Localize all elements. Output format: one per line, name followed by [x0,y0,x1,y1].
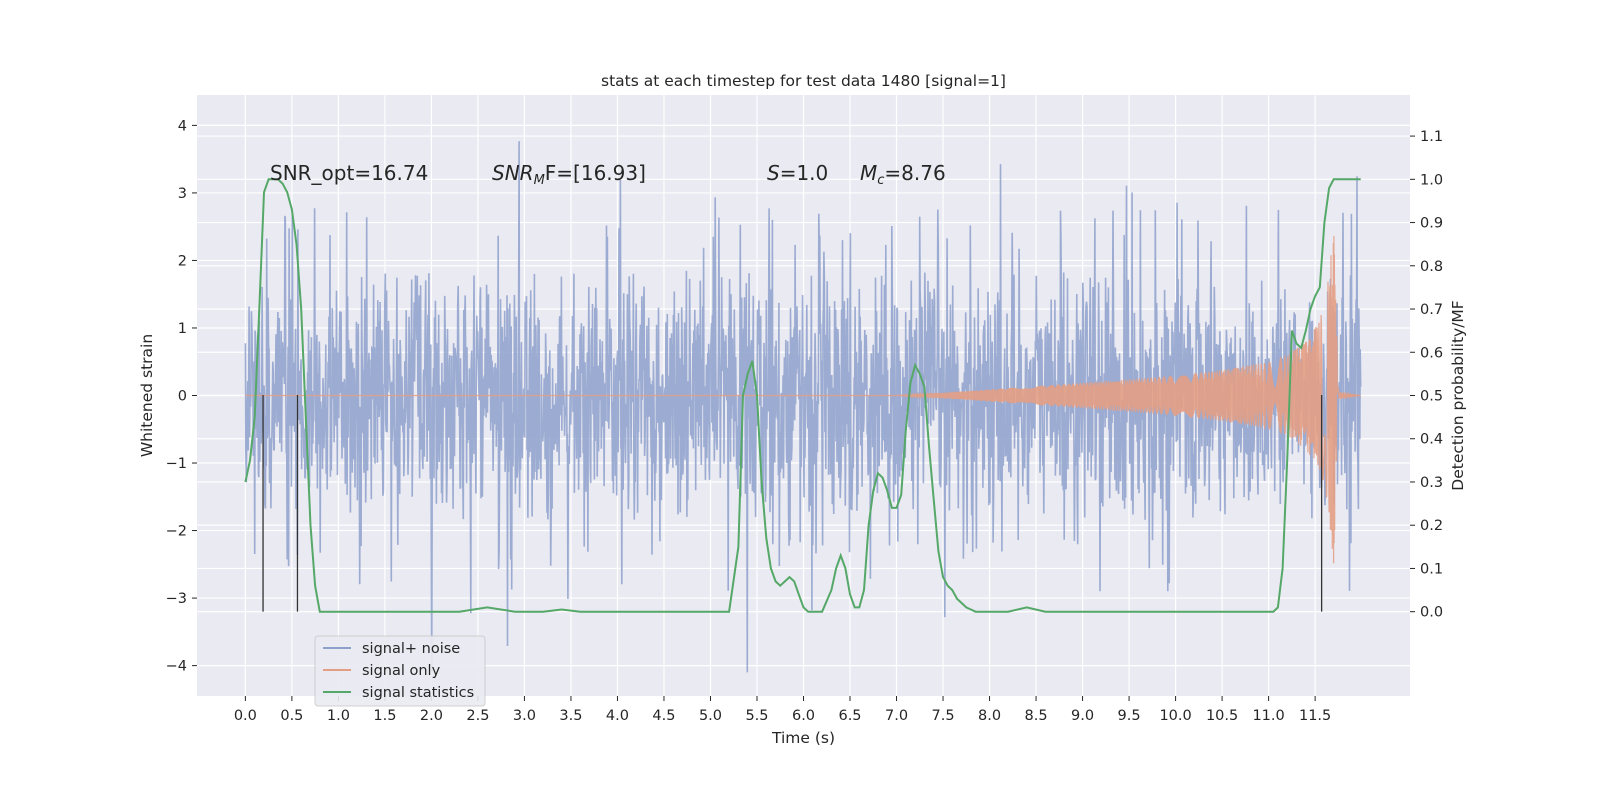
y-tick-label: 3 [178,186,187,202]
annotation-snr-opt: SNR_opt=16.74 [270,161,428,185]
annotation-mc: Mc=8.76 [860,161,946,188]
y2-tick-label: 0.9 [1420,216,1443,232]
x-axis-label: Time (s) [771,729,835,747]
y-axis-right: 0.0 0.1 0.2 0.3 0.4 0.5 0.6 0.7 0.8 0.9 1.0 1.1 [1410,129,1443,621]
x-tick-label: 7.0 [885,708,908,724]
y-axis-left: −4 −3 −2 −1 0 1 2 3 4 [166,118,197,675]
y2-tick-label: 1.0 [1420,172,1443,188]
x-tick-label: 6.0 [792,708,815,724]
y-tick-label: 0 [178,389,187,405]
y-tick-label: −1 [166,456,187,472]
y2-tick-label: 0.8 [1420,259,1443,275]
x-tick-label: 10.5 [1206,708,1238,724]
x-tick-label: 5.0 [699,708,722,724]
y2-tick-label: 1.1 [1420,129,1443,145]
y2-tick-label: 0.6 [1420,345,1443,361]
chart-title: stats at each timestep for test data 148… [601,72,1006,90]
y2-tick-label: 0.1 [1420,561,1443,577]
y-tick-label: 1 [178,321,187,337]
y2-tick-label: 0.3 [1420,475,1443,491]
x-tick-label: 3.0 [513,708,536,724]
x-axis: 0.0 0.5 1.0 1.5 2.0 2.5 3.0 3.5 4.0 4.5 5.0 5.5 6.0 6… [234,696,1331,724]
legend: signal+ noise signal only signal statistic… [314,635,486,707]
x-tick-label: 2.5 [466,708,489,724]
data-layer [244,141,1362,673]
annotations: SNR_opt=16.74 SNRMF=[16.93] S=1.0 Mc=8.76 [270,161,946,188]
series-signal-plus-noise [244,141,1362,673]
y2-tick-label: 0.0 [1420,605,1443,621]
annotation-s: S=1.0 [767,161,828,185]
y2-tick-label: 0.4 [1420,432,1443,448]
y2-tick-label: 0.2 [1420,518,1443,534]
y-tick-label: −4 [166,659,187,675]
y-tick-label: 2 [178,253,187,269]
y2-tick-label: 0.5 [1420,389,1443,405]
y2-axis-label: Detection probability/MF [1449,300,1467,491]
x-tick-label: 8.5 [1025,708,1048,724]
series-signal-statistics [244,178,1361,613]
y-tick-label: −3 [166,591,187,607]
x-tick-label: 1.0 [327,708,350,724]
x-tick-label: 9.5 [1118,708,1141,724]
x-tick-label: 0.5 [280,708,303,724]
series-signal-only [245,235,1361,564]
x-tick-label: 4.5 [652,708,675,724]
x-tick-label: 7.5 [932,708,955,724]
x-tick-label: 6.5 [838,708,861,724]
x-tick-label: 9.0 [1071,708,1094,724]
x-tick-label: 8.0 [978,708,1001,724]
y2-tick-label: 0.7 [1420,302,1443,318]
x-tick-label: 11.0 [1252,708,1284,724]
x-tick-label: 5.5 [745,708,768,724]
legend-box [314,635,486,707]
x-tick-label: 1.5 [373,708,396,724]
legend-label: signal only [362,663,441,679]
x-tick-label: 2.0 [420,708,443,724]
x-tick-label: 11.5 [1299,708,1331,724]
x-tick-label: 10.0 [1159,708,1191,724]
legend-label: signal statistics [362,685,474,701]
legend-label: signal+ noise [362,641,460,657]
y-axis-label: Whitened strain [138,334,156,457]
x-tick-label: 3.5 [559,708,582,724]
y-tick-label: −2 [166,524,187,540]
y-tick-label: 4 [178,118,187,134]
annotation-snr-mf: SNRMF=[16.93] [492,161,646,188]
x-tick-label: 4.0 [606,708,629,724]
x-tick-label: 0.0 [234,708,257,724]
